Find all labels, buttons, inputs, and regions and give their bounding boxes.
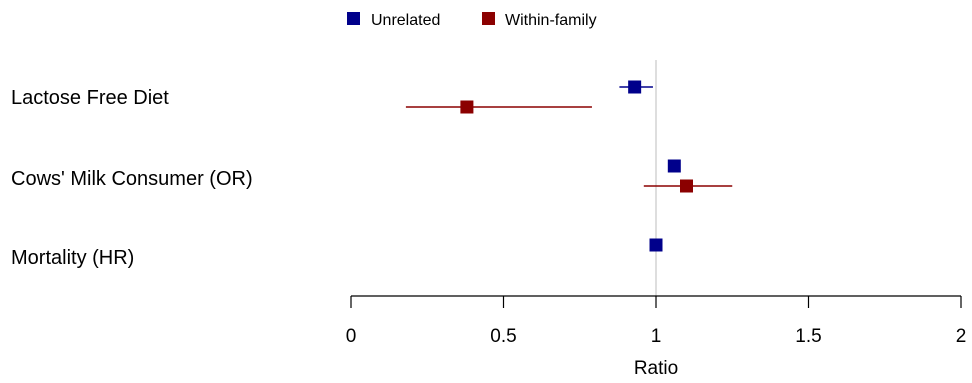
x-tick-label-1: 1 (651, 326, 662, 347)
x-axis-title: Ratio (634, 358, 678, 379)
legend-swatch-within-family (482, 12, 495, 25)
legend-label-unrelated: Unrelated (371, 12, 440, 29)
category-label-lactose-free-diet: Lactose Free Diet (11, 87, 169, 109)
point-unrelated-mortality-hr (649, 238, 663, 252)
category-labels: Lactose Free Diet Cows' Milk Consumer (O… (11, 87, 253, 269)
point-within-family-lactose-free-diet (460, 100, 474, 114)
point-unrelated-lactose-free-diet (628, 80, 642, 94)
legend-item-unrelated: Unrelated (347, 12, 440, 29)
x-tick-label-1-5: 1.5 (795, 326, 821, 347)
category-label-mortality: Mortality (HR) (11, 247, 134, 269)
x-axis-ticks: 0 0.5 1 1.5 2 (346, 296, 967, 347)
data-marks (405, 80, 733, 252)
category-label-cows-milk-consumer: Cows' Milk Consumer (OR) (11, 168, 253, 190)
legend-label-within-family: Within-family (505, 12, 597, 29)
x-tick-label-2: 2 (956, 326, 967, 347)
point-unrelated-cows-milk-consumer-or (667, 159, 681, 173)
point-within-family-cows-milk-consumer-or (680, 179, 693, 193)
legend-swatch-unrelated (347, 12, 360, 25)
x-axis: 0 0.5 1 1.5 2 Ratio (346, 295, 967, 379)
legend-item-within-family: Within-family (482, 12, 597, 29)
x-tick-label-0-5: 0.5 (490, 326, 516, 347)
legend: Unrelated Within-family (347, 12, 597, 29)
x-tick-label-0: 0 (346, 326, 357, 347)
